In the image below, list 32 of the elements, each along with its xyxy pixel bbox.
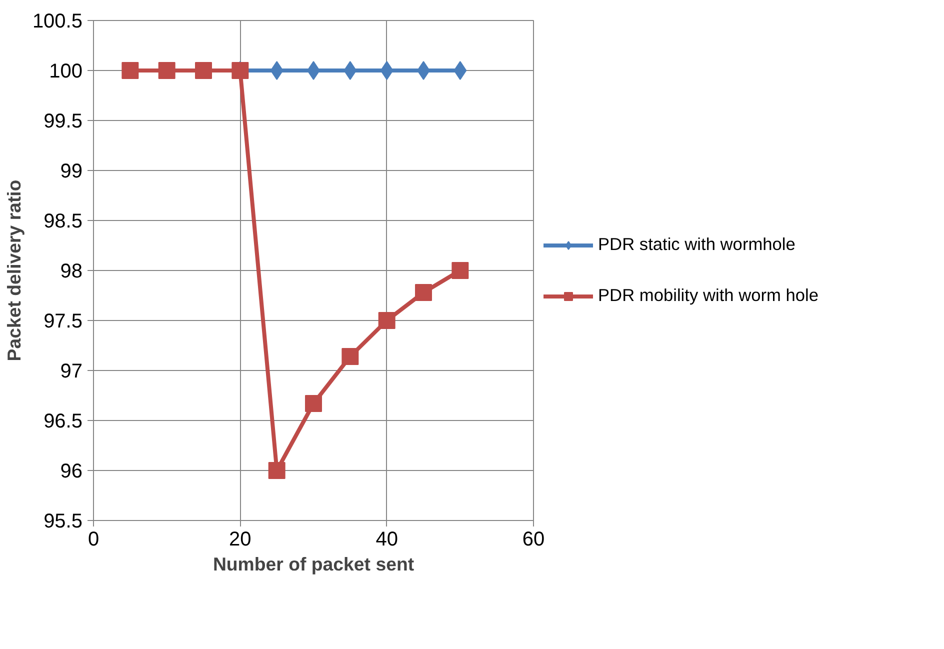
y-axis-title: Packet delivery ratio [3,180,24,362]
point [268,462,286,479]
point [452,262,469,279]
point [305,395,322,412]
y-tick-label: 96 [60,460,83,482]
point [342,348,359,365]
point [195,62,212,79]
point [380,61,394,80]
point [344,61,357,80]
point [270,61,284,80]
legend-label: PDR mobility with worm hole [598,285,819,306]
y-tick-label: 98.5 [44,210,83,232]
y-tick-label: 99 [60,160,83,182]
y-tick-label: 98 [60,260,83,282]
y-tick-label: 100.5 [32,10,83,32]
x-tick-label: 40 [376,528,398,550]
y-tick-label: 96.5 [44,410,83,432]
y-tick-label: 100 [49,60,83,82]
x-tick-label: 60 [522,528,545,550]
x-axis-title: Number of packet sent [212,554,414,574]
x-tick-label: 20 [229,528,252,550]
y-tick-label: 99.5 [44,110,83,132]
x-tick-label: 0 [88,528,100,550]
y-tick-label: 97.5 [44,310,83,332]
point [158,62,176,79]
point [122,62,139,79]
point [415,284,432,301]
y-tick-label: 97 [60,360,83,382]
legend-label: PDR static with wormhole [598,234,796,255]
point [378,312,396,329]
point [454,61,467,80]
y-tick-label: 95.5 [44,510,83,532]
